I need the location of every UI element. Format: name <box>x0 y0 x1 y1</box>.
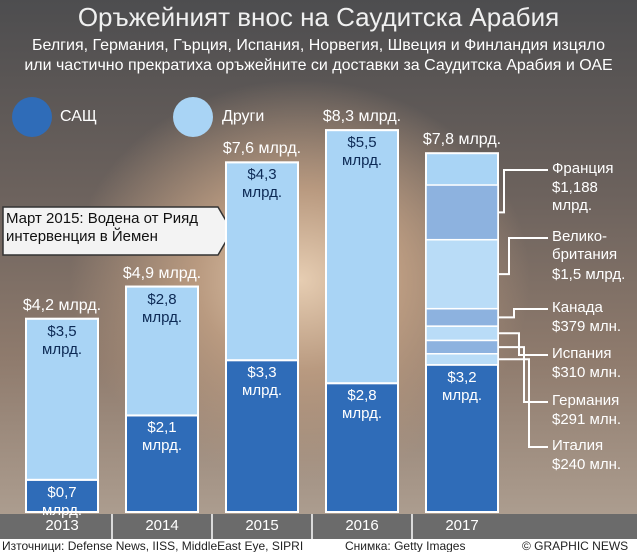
legend-label: САЩ <box>60 108 97 125</box>
title: Оръжейният внос на Саудитска Арабия <box>77 2 560 32</box>
breakdown-name: Испания <box>552 345 612 362</box>
connector <box>498 332 548 356</box>
bar-segment <box>425 339 499 355</box>
breakdown-name: Канада <box>552 299 603 316</box>
value-label: $4,3 млрд. <box>242 166 282 202</box>
breakdown-value: $240 млн. <box>552 456 622 473</box>
bar-segment <box>225 359 299 514</box>
bar-segment <box>425 238 499 310</box>
value-label: $3,2 млрд. <box>442 368 482 404</box>
breakdown-value: $291 млн. <box>552 411 622 428</box>
x-tick-label: 2017 <box>445 517 479 534</box>
total-label: $7,8 млрд. <box>422 131 502 149</box>
breakdown-value: $1,5 млрд. <box>552 266 626 283</box>
total-label: $4,9 млрд. <box>122 264 202 282</box>
value-label: $0,7 млрд. <box>42 483 82 519</box>
breakdown-name: Германия <box>552 392 620 409</box>
year-strip <box>0 514 637 539</box>
legend-swatch <box>12 97 52 137</box>
bar-segment <box>425 353 499 366</box>
breakdown-name: Франция <box>552 160 614 177</box>
bar-segment <box>325 382 399 514</box>
footer-strip <box>0 539 637 552</box>
breakdown-value: $379 млн. <box>552 318 622 335</box>
value-label: $2,8 млрд. <box>142 290 182 326</box>
x-tick-label: 2016 <box>345 517 379 534</box>
breakdown-name: Италия <box>552 437 604 454</box>
subtitle: Белгия, Германия, Гърция, Испания, Норве… <box>24 37 613 74</box>
bar-segment <box>225 161 299 362</box>
connector <box>498 308 548 319</box>
value-label: $2,8 млрд. <box>342 387 382 423</box>
bar-segment <box>125 414 199 513</box>
bar-segment <box>25 317 99 481</box>
total-label: $7,6 млрд. <box>222 140 302 158</box>
legend-swatch <box>173 97 213 137</box>
legend-label: Други <box>222 108 265 125</box>
connector <box>498 237 548 276</box>
connector <box>498 169 548 214</box>
value-label: $3,5 млрд. <box>42 322 82 358</box>
bar-segment <box>425 307 499 327</box>
value-label: $3,3 млрд. <box>242 364 282 400</box>
connector <box>498 346 548 403</box>
credit: © GRAPHIC NEWS <box>522 539 629 552</box>
connector <box>498 358 548 448</box>
sources: Източници: Defense News, IISS, MiddleEas… <box>2 539 304 552</box>
bar-segment <box>125 285 199 417</box>
bar-segment <box>425 325 499 342</box>
total-label: $8,3 млрд. <box>322 108 402 126</box>
bar-segment <box>425 184 499 241</box>
breakdown-name: Велико-британия <box>552 228 618 263</box>
x-tick-label: 2015 <box>245 517 279 534</box>
breakdown-value: $310 млн. <box>552 364 622 381</box>
value-label: $2,1 млрд. <box>142 419 182 455</box>
bar-segment <box>325 129 399 385</box>
annotation: Март 2015: Водена от Рияд интервенция в … <box>6 210 198 245</box>
bar-segment <box>425 363 499 513</box>
total-label: $4,2 млрд. <box>22 296 102 314</box>
photo-credit: Снимка: Getty Images <box>345 539 466 552</box>
breakdown-value: $1,188 млрд. <box>552 179 598 214</box>
x-tick-label: 2014 <box>145 517 179 534</box>
x-tick-label: 2013 <box>45 517 79 534</box>
value-label: $5,5 млрд. <box>342 134 382 170</box>
